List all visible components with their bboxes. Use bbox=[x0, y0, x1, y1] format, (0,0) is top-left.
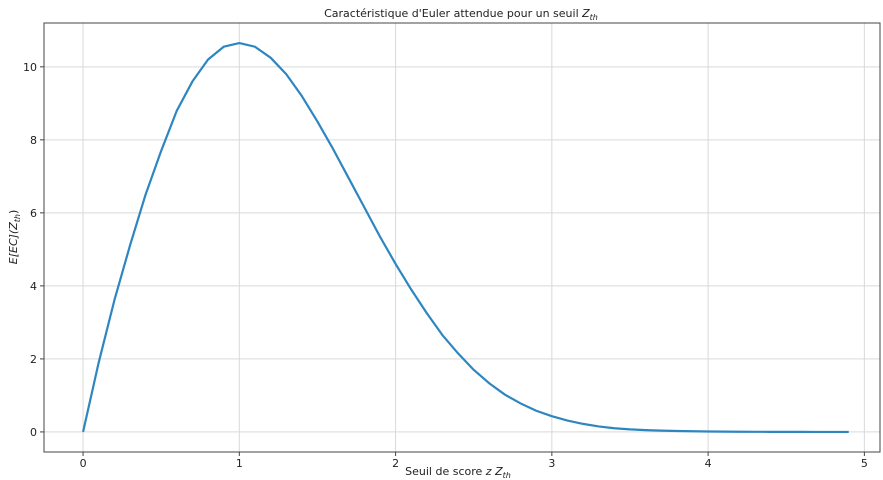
x-axis-title: Seuil de score z Zth bbox=[405, 465, 511, 480]
y-axis-title: E[EC](Zth) bbox=[7, 210, 22, 265]
plot-frame bbox=[43, 22, 881, 453]
ticks: 0 1 2 3 4 5 0 2 4 6 8 10 bbox=[23, 61, 868, 470]
y-tick-label: 10 bbox=[23, 61, 37, 74]
x-tick-label: 0 bbox=[80, 457, 87, 470]
x-tick-label: 5 bbox=[861, 457, 868, 470]
series-line bbox=[81, 41, 849, 434]
y-tick-label: 0 bbox=[30, 426, 37, 439]
x-tick-label: 1 bbox=[236, 457, 243, 470]
y-tick-label: 8 bbox=[30, 134, 37, 147]
x-tick-label: 2 bbox=[392, 457, 399, 470]
x-tick-label: 4 bbox=[705, 457, 712, 470]
y-tick-label: 2 bbox=[30, 353, 37, 366]
x-tick-label: 3 bbox=[548, 457, 555, 470]
y-tick-label: 4 bbox=[30, 280, 37, 293]
y-tick-label: 6 bbox=[30, 207, 37, 220]
chart-title: Caractéristique d'Euler attendue pour un… bbox=[324, 7, 598, 22]
